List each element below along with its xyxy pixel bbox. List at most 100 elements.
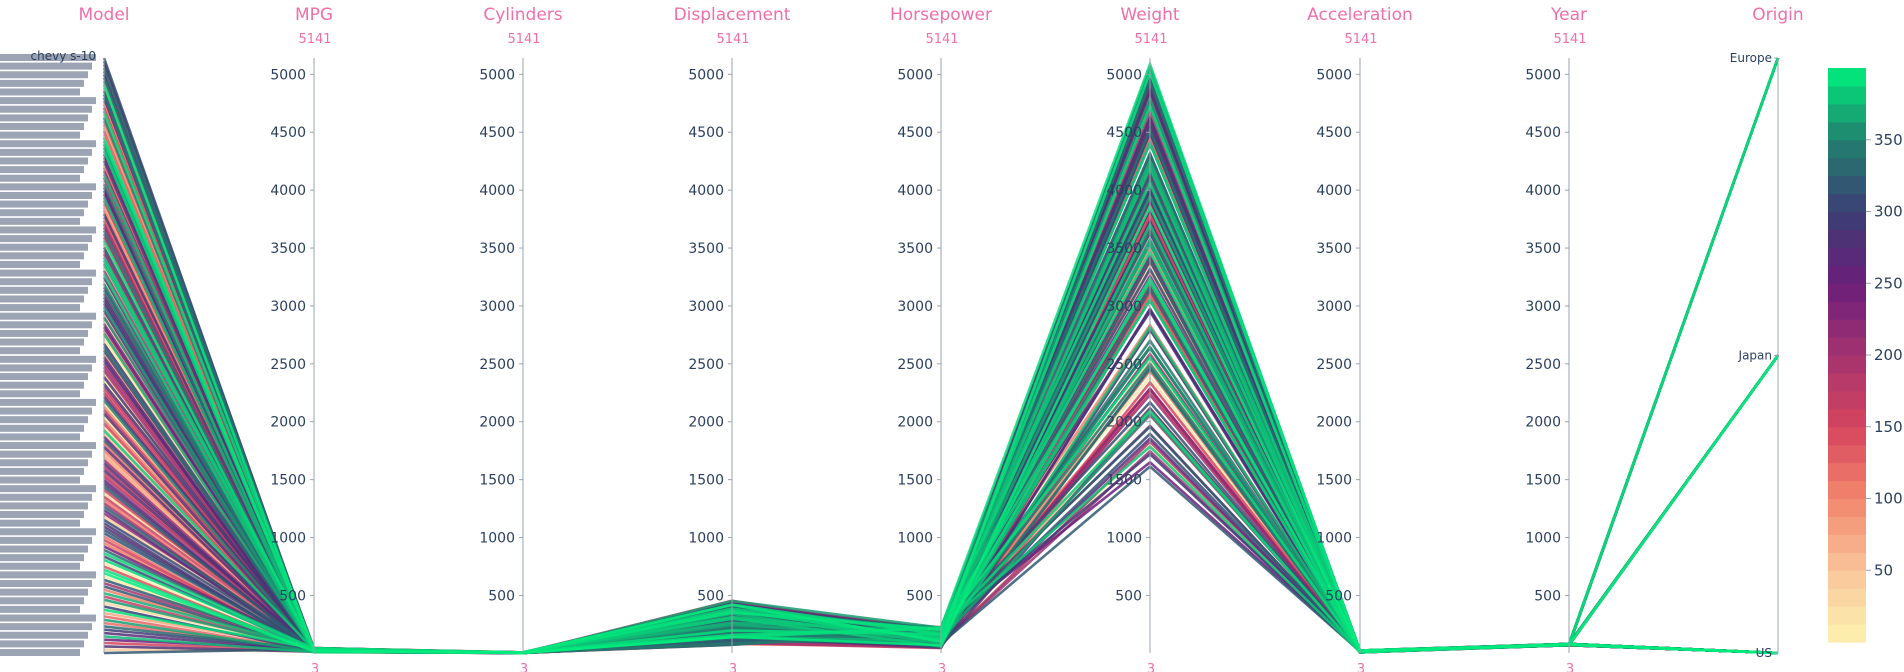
axis-title-weight[interactable]: Weight [1120,5,1180,25]
axis-title-horsepower[interactable]: Horsepower [890,5,992,25]
tick-label: 500 [1115,588,1142,604]
axis-title-model[interactable]: Model [78,5,129,25]
colorbar-segment [1828,444,1866,464]
range-min-label[interactable]: 3 [1357,662,1365,672]
tick-label: 5000 [688,67,724,83]
tick-label: 1000 [270,531,306,547]
model-category-label [0,476,80,484]
model-category-label [0,545,88,553]
range-max-label[interactable]: 5141 [1134,32,1167,47]
model-category-label [0,347,80,355]
origin-category-label: Japan [1738,349,1772,363]
model-category-label [0,304,80,312]
model-category-label [0,605,80,613]
model-category-label [0,321,92,329]
model-top-category-label: chevy s-10 [31,49,96,63]
tick-label: 4000 [897,183,933,199]
range-max-label[interactable]: 5141 [925,32,958,47]
tick-label: 3000 [1525,299,1561,315]
colorbar: 50 100 150 200 250 300 350 [1828,68,1903,643]
colorbar-tick-label: 150 [1874,418,1903,436]
model-category-label [0,338,84,346]
range-max-label[interactable]: 5141 [507,32,540,47]
axis-title-acceleration[interactable]: Acceleration [1307,5,1413,25]
colorbar-segment [1828,498,1866,517]
model-category-label [0,519,80,527]
range-min-label[interactable]: 3 [729,662,737,672]
model-category-label [0,459,88,467]
tick-label: 4000 [1106,183,1142,199]
model-category-label [0,485,96,493]
model-category-label [0,260,80,268]
colorbar-segment [1828,462,1866,482]
tick-label: 3500 [1106,241,1142,257]
range-max-label[interactable]: 5141 [1553,32,1586,47]
tick-label: 1000 [479,531,515,547]
model-category-label [0,433,80,441]
model-category-label [0,511,84,519]
tick-label: 3500 [270,241,306,257]
model-category-label [0,269,96,277]
model-category-label [0,286,88,294]
axis-title-mpg[interactable]: MPG [295,5,333,25]
colorbar-segment [1828,588,1866,607]
model-category-label [0,424,84,432]
model-category-label [0,493,92,501]
model-category-label [0,79,84,87]
tick-label: 3500 [688,241,724,257]
model-category-label [0,467,84,475]
colorbar-segment [1828,283,1866,302]
tick-label: 500 [906,588,933,604]
axis-title-displacement[interactable]: Displacement [674,5,791,25]
model-category-label [0,97,96,105]
model-category-label [0,588,88,596]
range-min-label[interactable]: 3 [311,662,319,672]
axes-layer: chevy s-10 Model MPG 500 1000 1500 2000 2500 300… [0,5,1804,672]
model-category-label [0,631,88,639]
tick-label: 1000 [1316,531,1352,547]
tick-label: 500 [1325,588,1352,604]
tick-label: 4500 [1316,125,1352,141]
colorbar-segment [1828,157,1866,177]
model-category-label [0,88,80,96]
axis-title-cylinders[interactable]: Cylinders [483,5,562,25]
tick-label: 2000 [270,415,306,431]
colorbar-segment [1828,247,1866,266]
colorbar-segment [1828,85,1866,105]
tick-label: 4500 [1525,125,1561,141]
model-category-label [0,623,92,631]
range-max-label[interactable]: 5141 [298,32,331,47]
model-category-label [0,407,92,415]
model-category-label [0,105,92,113]
colorbar-segment [1828,516,1866,535]
model-category-label [0,71,88,79]
model-category-label [0,312,96,320]
range-min-label[interactable]: 3 [938,662,946,672]
tick-label: 3000 [1106,299,1142,315]
model-category-label [0,235,92,243]
tick-label: 2500 [479,357,515,373]
tick-label: 1500 [270,473,306,489]
tick-label: 3500 [1525,241,1561,257]
model-category-label [0,174,80,182]
range-max-label[interactable]: 5141 [1344,32,1377,47]
tick-label: 1500 [1106,473,1142,489]
colorbar-tick-label: 350 [1874,131,1903,149]
model-category-label [0,217,80,225]
tick-label: 2500 [688,357,724,373]
axis-title-year[interactable]: Year [1550,5,1587,25]
colorbar-segment [1828,319,1866,338]
model-category-label [0,295,84,303]
range-max-label[interactable]: 5141 [716,32,749,47]
range-min-label[interactable]: 3 [520,662,528,672]
model-category-label [0,140,96,148]
colorbar-segment [1828,552,1866,571]
model-category-label [0,183,96,191]
range-min-label[interactable]: 3 [1147,662,1155,672]
tick-label: 5000 [1106,67,1142,83]
range-min-label[interactable]: 3 [1566,662,1574,672]
tick-label: 5000 [1316,67,1352,83]
axis-title-origin[interactable]: Origin [1752,5,1803,25]
model-category-label [0,614,96,622]
tick-label: 500 [488,588,515,604]
